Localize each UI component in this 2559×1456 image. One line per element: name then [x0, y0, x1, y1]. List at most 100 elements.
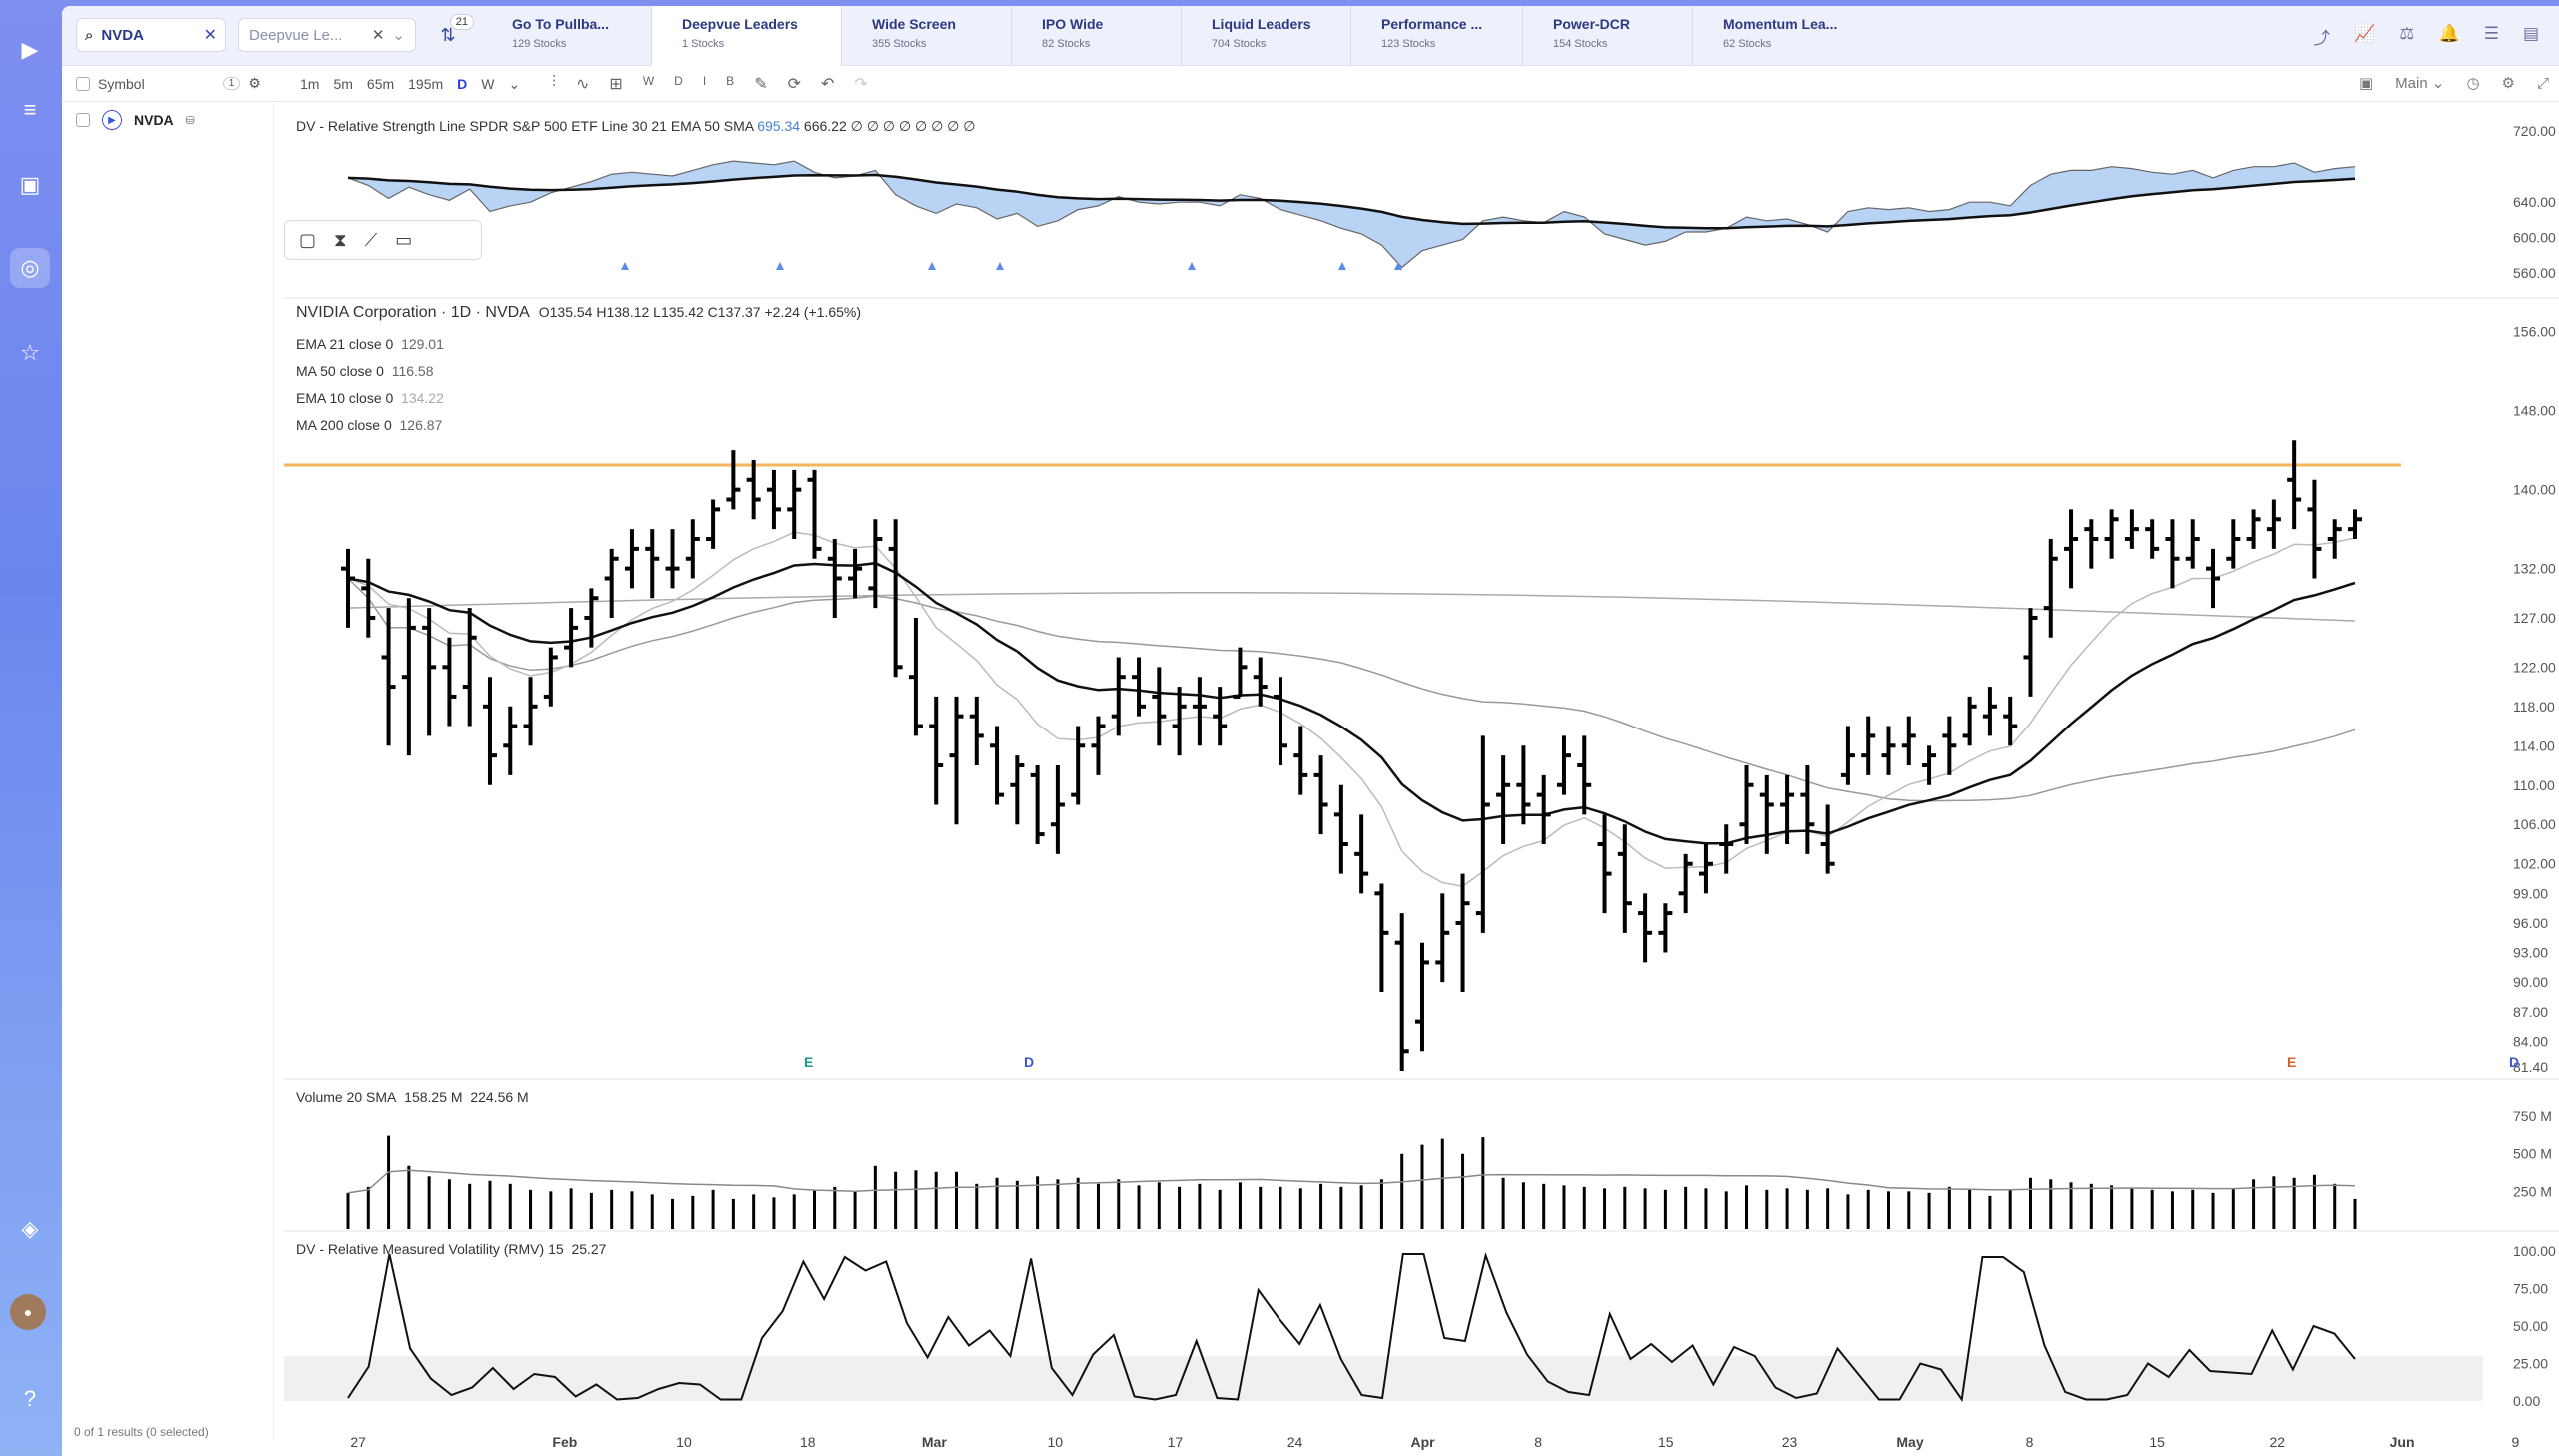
avatar[interactable]: ●	[10, 1294, 46, 1330]
timeframe-d[interactable]: D	[457, 76, 468, 92]
rs-new-high-marker	[928, 262, 936, 270]
fullscreen-icon[interactable]: ⤢	[2536, 74, 2549, 92]
candle-tool-icon[interactable]: ⧗	[334, 229, 347, 250]
rs-dots: ∅ ∅ ∅ ∅ ∅ ∅ ∅ ∅	[850, 118, 976, 134]
timeframe-1m[interactable]: 1m	[300, 76, 320, 92]
rectangle-tool-icon[interactable]: ▢	[299, 229, 317, 250]
layout-grid-icon[interactable]: ⊞	[609, 76, 623, 93]
chart-svg[interactable]: 156.00 148.00 140.00 132.00 127.00 122.00 118.…	[284, 102, 2559, 1456]
period-w-button[interactable]: W	[642, 74, 655, 88]
ma-label: EMA 10 close 0	[296, 390, 394, 406]
grid-icon[interactable]: ▣	[19, 172, 41, 197]
price-axis-tick: 81.40	[2513, 1059, 2548, 1075]
logo-icon[interactable]: ▶	[21, 37, 39, 62]
price-axis-tick: 118.00	[2513, 699, 2555, 715]
price-axis-tick: 106.00	[2513, 816, 2556, 832]
period-b-button[interactable]: B	[726, 74, 735, 88]
list-view-icon[interactable]: ☰	[2483, 24, 2499, 43]
timeframe-195m[interactable]: 195m	[408, 76, 444, 92]
x-axis-tick: 15	[1658, 1434, 1674, 1450]
period-d-button[interactable]: D	[674, 74, 683, 88]
indicators-icon[interactable]: ∿	[576, 76, 590, 93]
tab-wide-screen[interactable]: Wide Screen 355 Stocks	[842, 6, 1012, 66]
x-axis-tick: 8	[2026, 1434, 2034, 1450]
education-icon[interactable]: ◈	[21, 1216, 39, 1241]
line-tool-icon[interactable]: ⟋	[364, 229, 378, 250]
redo-icon[interactable]: ↷	[854, 76, 868, 93]
layout-icon[interactable]: ▣	[2358, 75, 2374, 92]
replay-icon[interactable]: ◷	[2466, 75, 2480, 92]
rs-legend: DV - Relative Strength Line SPDR S&P 500…	[296, 118, 975, 135]
tab-label: Momentum Lea...	[1723, 16, 1838, 32]
x-axis-tick: 10	[676, 1434, 692, 1450]
filter-button[interactable]: ⇅ 21	[432, 14, 474, 50]
layout-select[interactable]: Main ⌄	[2395, 75, 2445, 92]
timeframe-5m[interactable]: 5m	[333, 76, 353, 92]
row-checkbox[interactable]	[76, 113, 90, 127]
rs-new-high-marker	[996, 262, 1004, 270]
compare-icon[interactable]: ⚖	[2399, 24, 2415, 43]
indicator-icon[interactable]: 📈	[2354, 24, 2376, 43]
timeframe-w[interactable]: W	[481, 76, 495, 92]
ma-legend-1: MA 50 close 0 116.58	[296, 363, 434, 379]
refresh-icon[interactable]: ⟳	[787, 76, 801, 93]
star-icon[interactable]: ☆	[20, 340, 40, 365]
rs-axis-tick: 640.00	[2513, 194, 2556, 210]
tab-label: IPO Wide	[1042, 16, 1104, 32]
watchlist-select[interactable]: Deepvue Le... ✕ ⌄	[238, 18, 416, 52]
tab-liquid-leaders[interactable]: Liquid Leaders 704 Stocks	[1182, 6, 1351, 66]
clear-search-icon[interactable]: ✕	[203, 27, 217, 44]
share-icon[interactable]: ⤴	[2313, 29, 2331, 48]
timeframe-dropdown-icon[interactable]: ⌄	[508, 76, 521, 92]
ma50-line	[347, 577, 2356, 802]
chart-area[interactable]: 156.00 148.00 140.00 132.00 127.00 122.00 118.…	[284, 102, 2559, 1456]
rs-new-high-marker	[776, 262, 784, 270]
bar-type-icon[interactable]: ⫶	[552, 74, 557, 91]
eraser-icon[interactable]: ✎	[754, 76, 768, 93]
rs-new-high-marker	[621, 262, 629, 270]
ma-legend-3: MA 200 close 0 126.87	[296, 417, 442, 433]
select-all-checkbox[interactable]	[76, 76, 90, 91]
tab-momentum-leaders[interactable]: Momentum Lea... 62 Stocks	[1693, 6, 1883, 66]
tab-performance[interactable]: Performance ... 123 Stocks	[1351, 6, 1523, 66]
list-item[interactable]: ▶ NVDA ⛁	[76, 110, 195, 130]
chart-nav-icon[interactable]: ◎	[10, 248, 50, 288]
tab-sub: 704 Stocks	[1212, 38, 1267, 50]
clear-watchlist-icon[interactable]: ✕	[371, 27, 385, 44]
undo-icon[interactable]: ↶	[821, 76, 835, 93]
search-input[interactable]: ⌕ NVDA ✕	[76, 18, 226, 52]
period-i-button[interactable]: I	[702, 74, 707, 88]
tab-power-dcr[interactable]: Power-DCR 154 Stocks	[1523, 6, 1693, 66]
chart-settings-icon[interactable]: ⚙	[2501, 75, 2515, 92]
x-axis-tick: 15	[2149, 1434, 2165, 1450]
help-icon[interactable]: ?	[23, 1386, 37, 1411]
screen-tabs: Go To Pullba... 129 Stocks Deepvue Leader…	[482, 6, 1883, 66]
ma-label: MA 200 close 0	[296, 417, 392, 433]
note-tool-icon[interactable]: ▭	[395, 229, 413, 250]
chart-toolbar: Symbol 1 ⚙ 1m 5m 65m 195m D W ⌄ ⫶ ∿ ⊞ W …	[62, 66, 2559, 102]
search-value: NVDA	[101, 26, 144, 44]
price-axis-tick: 84.00	[2513, 1033, 2548, 1049]
x-axis-tick: 27	[350, 1434, 366, 1450]
x-axis-tick: Mar	[922, 1434, 947, 1450]
tab-go-to-pullback[interactable]: Go To Pullba... 129 Stocks	[482, 6, 652, 66]
tab-sub: 154 Stocks	[1553, 38, 1608, 50]
ma-value: 129.01	[401, 336, 444, 352]
tab-label: Power-DCR	[1553, 16, 1631, 32]
filter-badge: 21	[449, 14, 474, 30]
ma-label: EMA 21 close 0	[296, 336, 394, 352]
ma-value: 126.87	[399, 417, 443, 433]
alert-bell-icon[interactable]: 🔔	[2438, 24, 2460, 43]
tab-label: Wide Screen	[872, 16, 956, 32]
panel-view-icon[interactable]: ▤	[2522, 24, 2539, 43]
play-icon[interactable]: ▶	[102, 110, 122, 130]
chevron-down-icon: ⌄	[392, 27, 405, 44]
timeframe-65m[interactable]: 65m	[366, 76, 395, 92]
tab-label: Performance ...	[1381, 16, 1483, 32]
tab-deepvue-leaders[interactable]: Deepvue Leaders 1 Stocks	[652, 6, 842, 66]
menu-icon[interactable]: ≡	[23, 97, 37, 122]
tab-ipo-wide[interactable]: IPO Wide 82 Stocks	[1012, 6, 1182, 66]
ma-legend-2: EMA 10 close 0 134.22	[296, 390, 444, 406]
price-legend: NVIDIA Corporation · 1D · NVDA O135.54 H…	[296, 304, 861, 322]
settings-gear-icon[interactable]: ⚙	[248, 75, 261, 91]
